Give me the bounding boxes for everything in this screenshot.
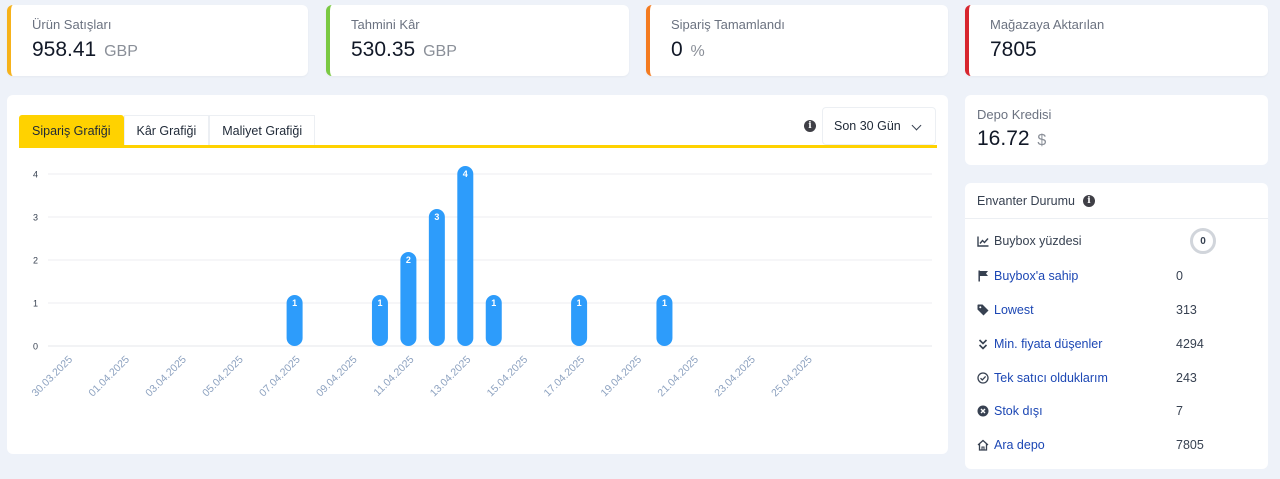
x-tick-label: 19.04.2025 (598, 354, 644, 400)
inventory-row-out-of-stock[interactable]: Stok dışı 7 (976, 401, 1256, 421)
inventory-value: 0 (1176, 269, 1183, 283)
x-circle-icon (976, 405, 990, 417)
credit-unit: $ (1037, 132, 1047, 149)
bar-data-label: 1 (662, 298, 667, 308)
stat-value: 7805 (990, 38, 1037, 61)
bar-data-label: 1 (377, 298, 382, 308)
inventory-row-min-price[interactable]: Min. fiyata düşenler 4294 (976, 334, 1256, 354)
credit-value: 16.72 $ (977, 127, 1047, 150)
chart-tabs: Sipariş Grafiği Kâr Grafiği Maliyet Graf… (19, 115, 316, 145)
info-icon[interactable]: i (1082, 194, 1095, 207)
tab-order-chart[interactable]: Sipariş Grafiği (19, 115, 124, 145)
chart-panel: Sipariş Grafiği Kâr Grafiği Maliyet Graf… (7, 95, 948, 454)
inventory-row-transit-warehouse[interactable]: Ara depo 7805 (976, 435, 1256, 455)
inventory-link[interactable]: Tek satıcı olduklarım (994, 371, 1108, 385)
inventory-title: Envanter Durumu (977, 193, 1075, 208)
inventory-link[interactable]: Stok dışı (994, 404, 1043, 418)
warehouse-credit-card: Depo Kredisi 16.72 $ (965, 95, 1268, 165)
inventory-value: 7805 (1176, 438, 1204, 452)
chart-bar (571, 295, 588, 346)
inventory-link[interactable]: Min. fiyata düşenler (994, 337, 1103, 351)
inventory-value: 7 (1176, 404, 1183, 418)
bar-data-label: 2 (406, 255, 411, 265)
inventory-value: 243 (1176, 371, 1197, 385)
bar-data-label: 1 (491, 298, 496, 308)
tab-underline (19, 145, 937, 148)
chart-bar (485, 295, 502, 346)
inventory-header: Envanter Durumu i (965, 183, 1268, 219)
tab-cost-chart[interactable]: Maliyet Grafiği (209, 115, 316, 145)
bar-data-label: 4 (463, 169, 468, 179)
chart-bar (457, 166, 474, 346)
stat-label: Tahmini Kâr (351, 17, 420, 32)
stat-value: 958.41 GBP (32, 38, 138, 61)
x-tick-label: 21.04.2025 (655, 354, 701, 400)
date-range-select[interactable]: Son 30 Gün (822, 107, 936, 145)
x-tick-label: 11.04.2025 (371, 354, 416, 399)
stat-unit: % (690, 43, 705, 60)
inventory-panel: Envanter Durumu i Buybox yüzdesi 0 Buybo… (965, 183, 1268, 469)
chart-line-icon (976, 236, 990, 247)
inventory-label: Buybox yüzdesi (994, 234, 1082, 248)
chart-bar (286, 295, 303, 346)
stat-card-orders-completed: Sipariş Tamamlandı 0 % (646, 5, 948, 76)
y-tick-label: 0 (33, 342, 38, 352)
tab-profit-chart[interactable]: Kâr Grafiği (123, 115, 210, 145)
stat-card-transferred: Mağazaya Aktarılan 7805 (965, 5, 1268, 76)
inventory-row-sole-seller[interactable]: Tek satıcı olduklarım 243 (976, 368, 1256, 388)
tag-icon (976, 304, 990, 316)
stat-label: Ürün Satışları (32, 17, 112, 32)
stat-card-profit: Tahmini Kâr 530.35 GBP (326, 5, 629, 76)
inventory-row-lowest[interactable]: Lowest 313 (976, 300, 1256, 320)
home-icon (976, 439, 990, 451)
x-tick-label: 05.04.2025 (200, 354, 246, 400)
flag-icon (976, 270, 990, 282)
double-chevron-down-icon (976, 338, 990, 350)
y-tick-label: 3 (33, 213, 38, 223)
inventory-link[interactable]: Ara depo (994, 438, 1045, 452)
stat-card-sales: Ürün Satışları 958.41 GBP (7, 5, 308, 76)
y-tick-label: 1 (33, 299, 38, 309)
x-tick-label: 23.04.2025 (712, 354, 758, 400)
buybox-donut: 0 (1190, 228, 1216, 254)
credit-label: Depo Kredisi (977, 107, 1052, 122)
x-tick-label: 09.04.2025 (314, 354, 360, 400)
bar-data-label: 1 (577, 298, 582, 308)
y-tick-label: 2 (33, 256, 38, 266)
date-range-value: Son 30 Gün (834, 119, 901, 133)
inventory-value: 313 (1176, 303, 1197, 317)
x-tick-label: 30.03.2025 (29, 354, 75, 400)
y-tick-label: 4 (33, 170, 38, 180)
order-bar-chart: 0 1 2 3 4 1 1 2 3 4 1 1 1 30.03.2025 01.04.2025 03.04.2… (29, 166, 932, 400)
x-tick-label: 03.04.2025 (143, 354, 189, 400)
x-tick-label: 13.04.2025 (428, 354, 474, 400)
chart-bar (400, 252, 417, 346)
info-icon[interactable]: i (804, 120, 816, 132)
x-tick-label: 17.04.2025 (542, 354, 588, 400)
stat-value: 0 % (671, 38, 705, 61)
inventory-link[interactable]: Lowest (994, 303, 1034, 317)
x-tick-label: 01.04.2025 (86, 354, 132, 400)
stat-label: Mağazaya Aktarılan (990, 17, 1105, 32)
x-tick-label: 07.04.2025 (257, 354, 303, 400)
inventory-value: 4294 (1176, 337, 1204, 351)
inventory-row-buybox-percent: Buybox yüzdesi 0 (976, 228, 1256, 254)
x-tick-label: 15.04.2025 (485, 354, 531, 400)
inventory-row-buybox-owned[interactable]: Buybox'a sahip 0 (976, 266, 1256, 286)
stat-unit: GBP (423, 43, 457, 60)
bar-data-label: 1 (292, 298, 297, 308)
check-circle-icon (976, 372, 990, 384)
chart-bar (656, 295, 673, 346)
stat-label: Sipariş Tamamlandı (671, 17, 785, 32)
chart-bar (371, 295, 388, 346)
x-tick-label: 25.04.2025 (769, 354, 815, 400)
stat-value: 530.35 GBP (351, 38, 457, 61)
inventory-link[interactable]: Buybox'a sahip (994, 269, 1079, 283)
stat-unit: GBP (104, 43, 138, 60)
chart-bar (428, 209, 445, 346)
bar-data-label: 3 (434, 212, 439, 222)
